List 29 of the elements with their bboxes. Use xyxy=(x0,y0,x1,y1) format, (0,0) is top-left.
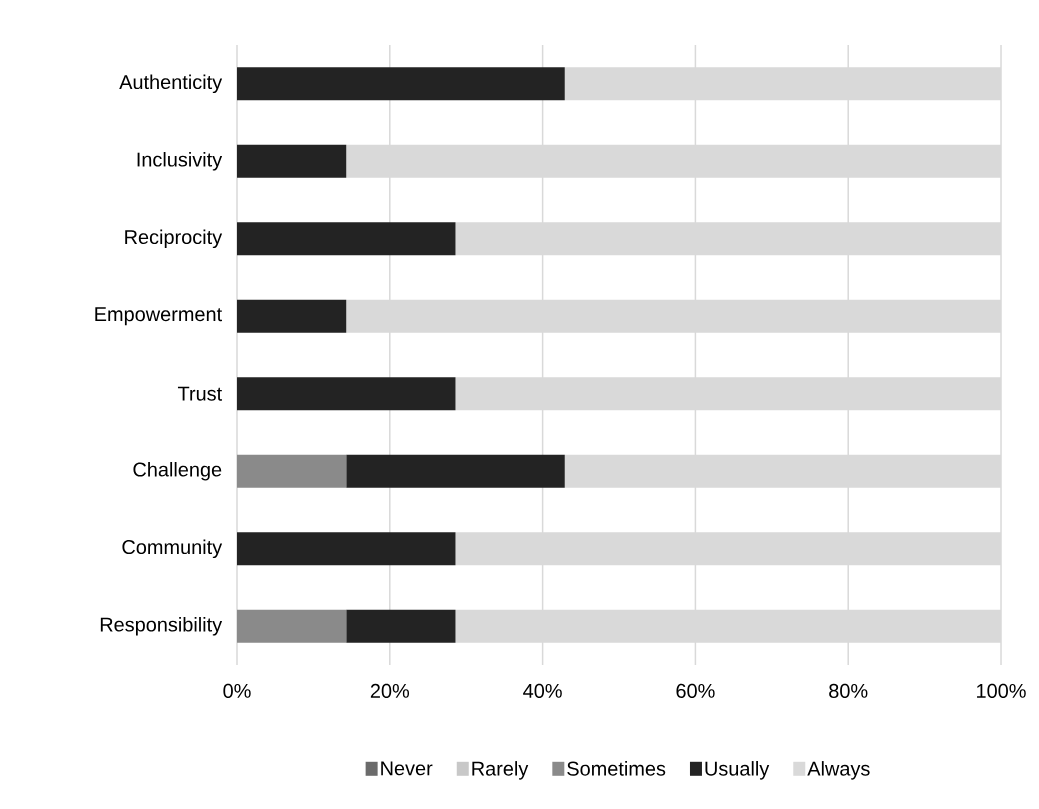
legend-label: Always xyxy=(807,761,870,780)
x-tick-label: 80% xyxy=(829,683,868,698)
bar xyxy=(237,144,347,178)
y-tick-label: Responsibility xyxy=(100,616,223,636)
x-tick-label: 20% xyxy=(370,683,410,698)
y-tick-label: Community xyxy=(122,539,223,559)
y-tick-label: Reciprocity xyxy=(125,229,223,249)
bar xyxy=(237,609,347,643)
y-tick-label: Trust xyxy=(177,386,223,401)
y-tick-label: Challenge xyxy=(133,461,222,481)
legend-label: Rarely xyxy=(472,761,529,780)
bar xyxy=(237,532,456,566)
bar xyxy=(237,67,565,101)
bar xyxy=(237,377,456,411)
legend-label: Never xyxy=(381,761,433,776)
x-tick-label: 100% xyxy=(977,683,1026,698)
bar xyxy=(346,454,565,488)
y-tick-label: Empowerment xyxy=(95,307,222,326)
bar xyxy=(346,609,456,643)
bar xyxy=(237,454,347,488)
x-tick-label: 40% xyxy=(523,683,562,698)
y-tick-label: Inclusivity xyxy=(137,151,223,171)
x-tick-label: 0% xyxy=(223,683,251,698)
y-tick-label: Authenticity xyxy=(119,74,223,94)
x-tick-label: 60% xyxy=(676,683,715,698)
legend-label: Usually xyxy=(705,761,770,780)
legend-label: Sometimes xyxy=(567,761,666,776)
bar xyxy=(237,222,456,256)
bar xyxy=(237,299,347,333)
